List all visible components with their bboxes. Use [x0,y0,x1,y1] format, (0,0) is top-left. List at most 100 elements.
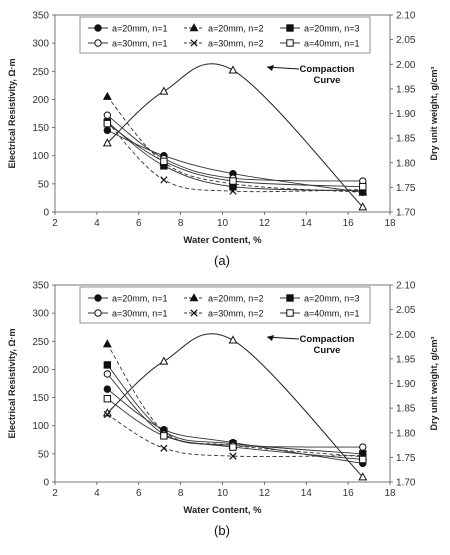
series-point [229,452,237,460]
series-point [359,443,367,451]
y-tick-label: 200 [32,95,49,106]
legend-label: a=20mm, n=2 [208,24,264,34]
series-line [107,129,363,193]
series-point [103,385,112,393]
x-tick-label: 18 [384,218,396,229]
y2-tick-label: 2.00 [396,60,416,71]
y-tick-label: 100 [32,421,49,432]
series-line [107,414,363,457]
legend-label: a=20mm, n=1 [112,24,168,34]
x-tick-label: 12 [259,218,271,229]
legend-swatch-marker [189,23,199,32]
y2-tick-label: 2.10 [396,11,416,22]
y2-tick-label: 1.80 [396,428,416,439]
y-tick-label: 0 [43,208,49,219]
y2-tick-label: 1.80 [396,158,416,169]
x-tick-label: 16 [343,218,355,229]
y-tick-label: 350 [32,11,49,22]
legend-swatch-marker [286,294,294,302]
annotation-arrow-head [267,335,274,341]
y2-tick-label: 1.75 [396,453,416,464]
y2-axis-title: Dry unit weight, g/cm³ [429,336,439,430]
x-tick-label: 4 [94,218,100,229]
legend-label: a=20mm, n=3 [304,294,360,304]
y-tick-label: 50 [38,449,50,460]
legend-label: a=20mm, n=3 [304,24,360,34]
series-point [359,182,367,191]
series-point [103,119,112,128]
x-tick-label: 2 [52,218,58,229]
x-tick-label: 14 [301,488,313,499]
y2-tick-label: 1.75 [396,183,416,194]
legend: a=20mm, n=1 a=20mm, n=2 a=20mm, n=3 a=30mm,… [79,286,371,324]
y-tick-label: 300 [32,39,49,50]
series-line [106,364,363,455]
compaction-annotation-line2: Curve [314,345,341,356]
legend-box [79,16,371,54]
y-tick-label: 350 [32,281,49,292]
series-point [229,187,237,195]
series-line [107,398,363,460]
compaction-annotation-line1: Compaction [300,334,355,345]
y-tick-label: 0 [43,478,49,489]
compaction-curve-point [228,335,238,344]
y-tick-label: 50 [38,179,50,190]
legend-label: a=30mm, n=1 [112,309,168,319]
compaction-curve-line [106,63,364,208]
y2-tick-label: 1.85 [396,134,416,145]
compaction-annotation-line2: Curve [314,75,341,86]
legend-swatch-marker [286,309,294,317]
x-tick-label: 4 [94,488,100,499]
x-tick-label: 14 [301,218,313,229]
legend-label: a=40mm, n=1 [304,39,360,49]
series-point [103,370,112,378]
y-axis-title: Electrical Resistivity, Ω·m [7,58,17,168]
legend-box [79,286,371,324]
y2-tick-label: 1.95 [396,84,416,95]
chart-panel: 2 4 6 8 10 12 14 16 18 0 50 100 150 200 250 300 350 1.70 1… [7,11,439,269]
y2-tick-label: 1.90 [396,109,416,120]
x-axis-title: Water Content, % [183,505,262,516]
legend-label: a=30mm, n=2 [208,39,264,49]
compaction-curve-point [228,65,238,74]
series-point [160,444,168,452]
legend-swatch-marker [94,294,102,302]
annotation-arrow-head [267,65,274,71]
legend-swatch-marker [286,24,294,32]
legend-label: a=30mm, n=1 [112,39,168,49]
y-tick-label: 150 [32,123,49,134]
series-point [229,443,237,451]
compaction-curve-point [102,138,112,147]
x-tick-label: 8 [178,218,184,229]
legend-swatch-marker [189,293,199,302]
series-line [106,373,363,448]
series-point [102,339,112,348]
series-point [160,157,168,166]
panel-label: (b) [214,523,230,538]
x-tick-label: 6 [136,218,142,229]
y2-tick-label: 2.00 [396,330,416,341]
series-point [229,177,237,185]
legend: a=20mm, n=1 a=20mm, n=2 a=20mm, n=3 a=30mm,… [79,16,371,54]
y2-tick-label: 1.70 [396,478,416,489]
compaction-curve-point [159,86,169,95]
legend-label: a=40mm, n=1 [304,309,360,319]
x-tick-label: 8 [178,488,184,499]
legend-swatch-marker [94,309,102,317]
y-axis-title: Electrical Resistivity, Ω·m [7,328,17,438]
legend-swatch-marker [190,39,198,47]
x-tick-label: 10 [217,218,229,229]
y2-tick-label: 1.70 [396,208,416,219]
legend-swatch-marker [190,309,198,317]
y2-tick-label: 1.85 [396,404,416,415]
legend-swatch-marker [94,39,102,47]
y2-tick-label: 1.90 [396,379,416,390]
compaction-curve-line [106,333,364,478]
series-point [160,176,168,184]
x-tick-label: 12 [259,488,271,499]
y2-axis-title: Dry unit weight, g/cm³ [429,66,439,160]
legend-label: a=20mm, n=1 [112,294,168,304]
y2-tick-label: 2.05 [396,35,416,46]
